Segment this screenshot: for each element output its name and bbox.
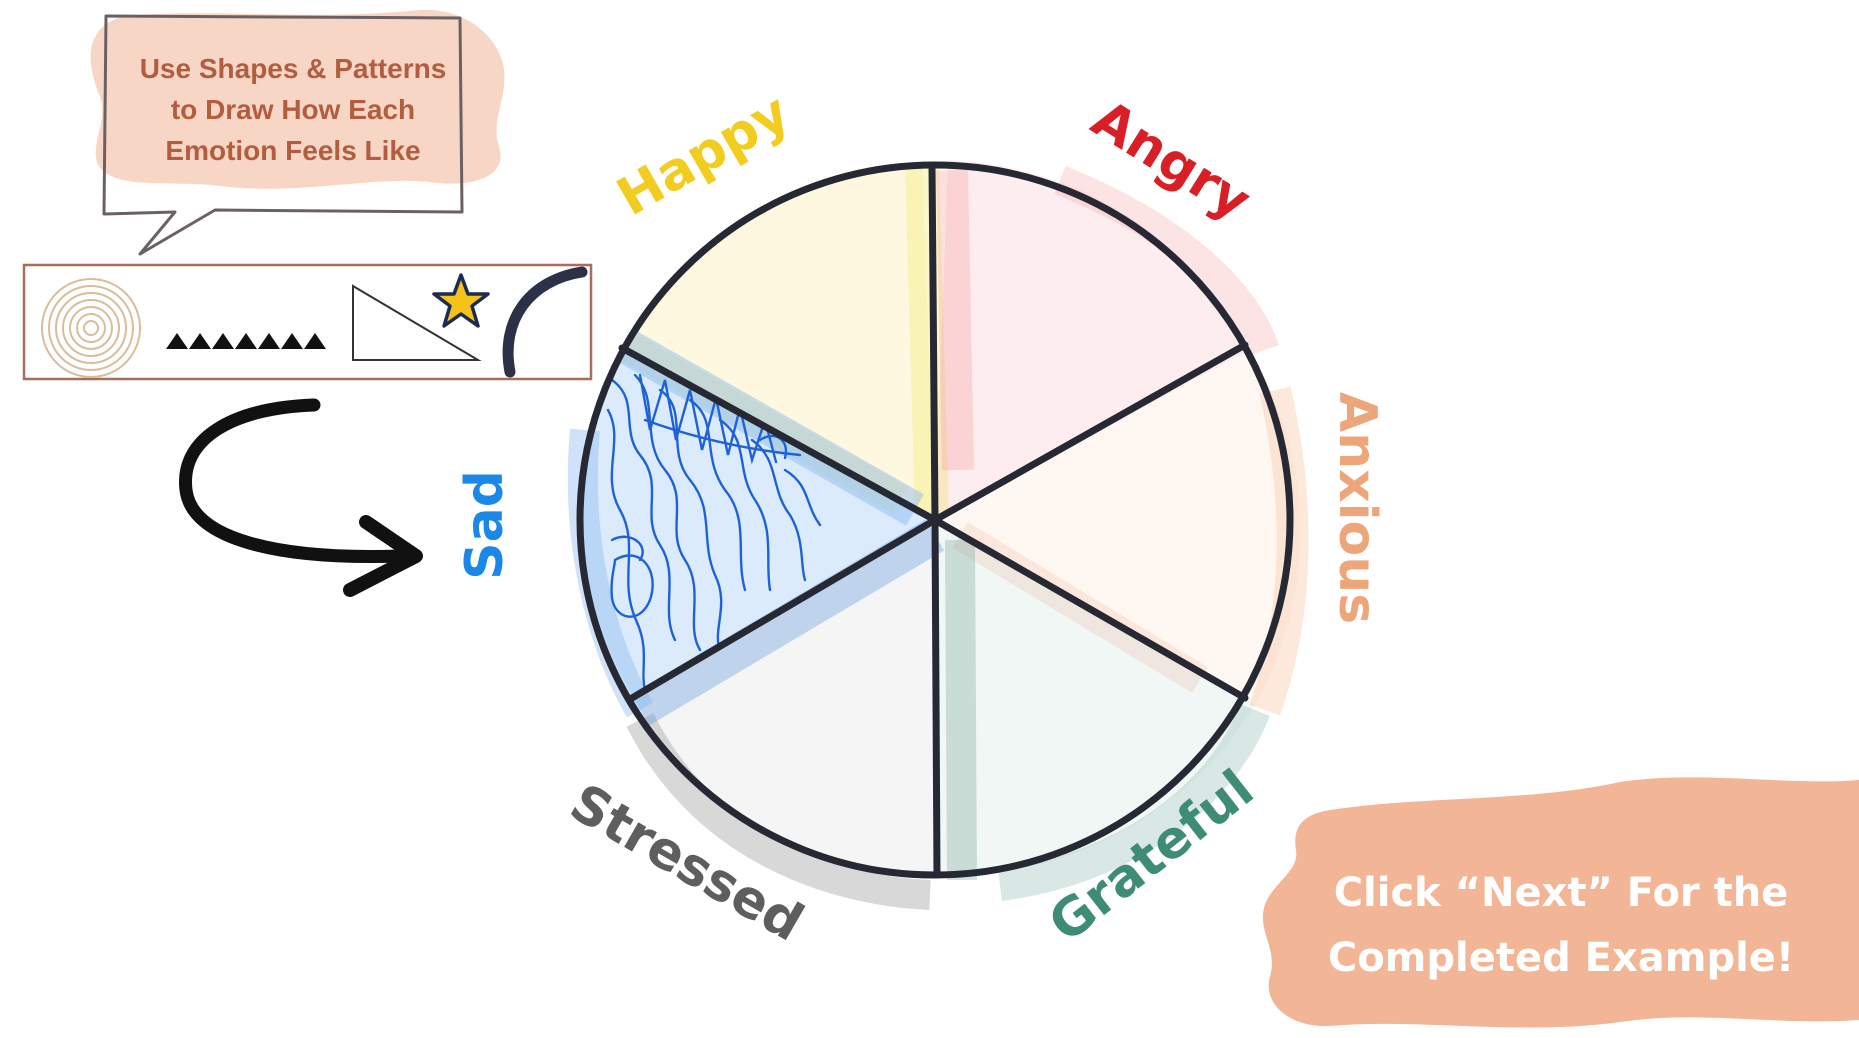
instruction-line-1: Use Shapes & Patterns xyxy=(140,53,447,84)
bubble-blotch xyxy=(90,9,505,189)
cta-blotch xyxy=(1262,777,1859,1028)
emotion-label-sad: Sad xyxy=(455,470,515,580)
next-prompt: Click “Next” For the Completed Example! xyxy=(1262,777,1859,1028)
curved-arrow-icon xyxy=(179,398,423,597)
star-icon xyxy=(432,273,490,328)
arc-icon xyxy=(502,266,588,378)
emotion-label-anxious: Anxious xyxy=(1327,392,1387,624)
sad-sketch-drawing xyxy=(606,373,822,692)
bubble-outline xyxy=(102,14,464,256)
cta-line-1: Click “Next” For the xyxy=(1334,870,1789,916)
pattern-examples-box xyxy=(22,263,593,381)
instruction-bubble: Use Shapes & Patterns to Draw How Each E… xyxy=(90,9,505,256)
emotion-wheel: Happy Angry Anxious Grateful Stressed Sa… xyxy=(455,83,1387,955)
instruction-line-2: to Draw How Each xyxy=(171,94,415,125)
instruction-line-3: Emotion Feels Like xyxy=(165,135,420,166)
concentric-circles-icon xyxy=(41,278,141,378)
wheel-outline xyxy=(576,161,1294,879)
cta-line-2: Completed Example! xyxy=(1328,935,1794,981)
triangle-row-icon xyxy=(166,333,326,349)
right-triangle-icon xyxy=(352,284,482,361)
